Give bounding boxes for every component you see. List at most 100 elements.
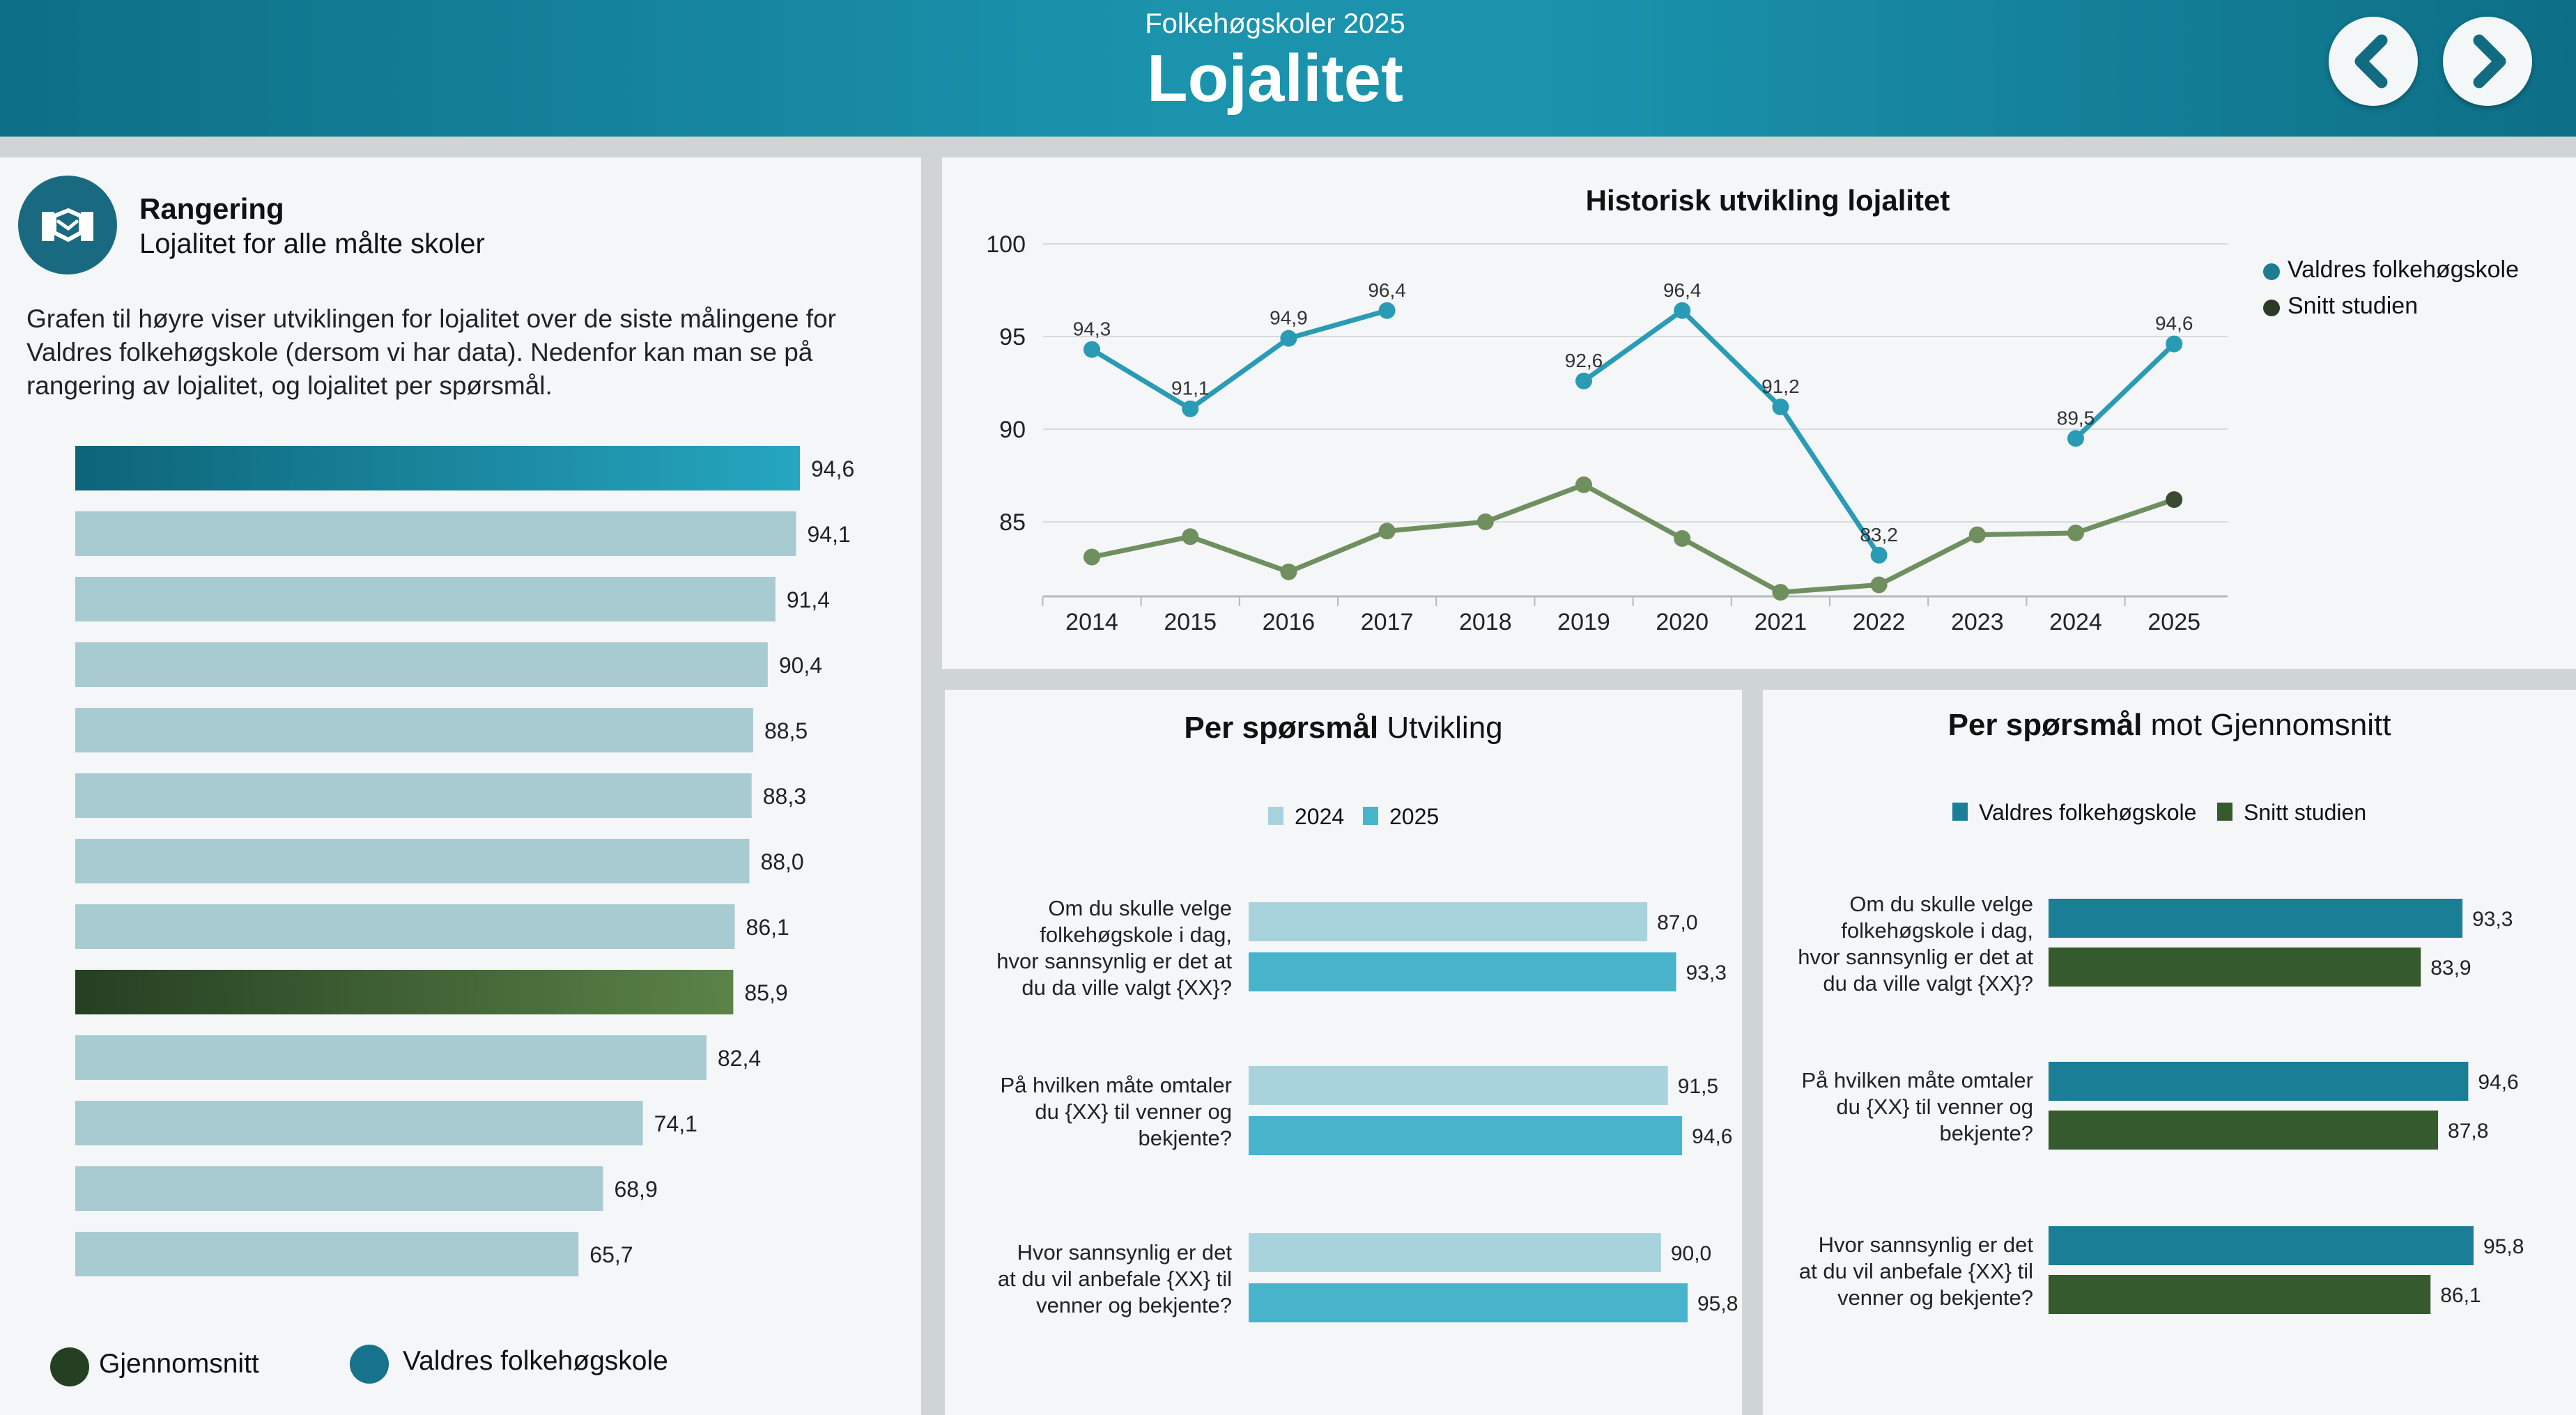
history-average-legend-label: Snitt studien: [2288, 293, 2419, 319]
average-point: [2067, 524, 2084, 541]
legend-2024-swatch: [1268, 807, 1283, 825]
ranking-bar-label: 90,4: [779, 653, 822, 678]
x-tick-label: 2019: [1557, 609, 1610, 635]
school-point-label: 91,2: [1761, 376, 1800, 397]
ranking-bar: [75, 577, 776, 621]
question-label: at du vil anbefale {XX} til: [998, 1267, 1232, 1291]
ranking-bar: [75, 1101, 643, 1145]
ranking-description: Grafen til høyre viser utviklingen for l…: [26, 304, 836, 400]
per-question-development-title: Per spørsmål Utvikling: [945, 711, 1742, 745]
question-bar-label: 94,6: [1692, 1125, 1732, 1148]
x-tick-label: 2017: [1361, 609, 1414, 635]
question-label: folkehøgskole i dag,: [1040, 922, 1232, 947]
question-label: venner og bekjente?: [1036, 1293, 1232, 1317]
ranking-bar-label: 94,6: [811, 456, 854, 481]
average-point: [1083, 548, 1100, 566]
question-bar-label: 90,0: [1671, 1242, 1711, 1265]
question-bar-label: 93,3: [2472, 908, 2513, 931]
question-label: Hvor sannsynlig er det: [1819, 1232, 2034, 1257]
question-label: bekjente?: [1139, 1126, 1232, 1150]
school-legend-label: Valdres folkehøgskole: [403, 1346, 668, 1376]
question-bar-label: 95,8: [1697, 1292, 1738, 1315]
ranking-bar-label: 82,4: [718, 1046, 761, 1071]
question-label: du {XX} til venner og: [1035, 1099, 1232, 1124]
question-bar-label: 83,9: [2430, 957, 2471, 980]
ranking-bar: [75, 446, 800, 490]
y-tick-label: 90: [999, 417, 1026, 443]
history-school-legend-label: Valdres folkehøgskole: [2288, 256, 2519, 283]
school-point: [1378, 302, 1396, 319]
question-label: På hvilken måte omtaler: [1000, 1073, 1232, 1097]
average-point: [1280, 563, 1297, 580]
legend-school-label: Valdres folkehøgskole: [1979, 800, 2197, 825]
school-series-line: [2074, 342, 2176, 440]
school-series-line: [1090, 308, 1388, 412]
question-label: venner og bekjente?: [1837, 1285, 2033, 1310]
question-bar-label: 91,5: [1678, 1075, 1718, 1098]
ranking-bar-label: 74,1: [654, 1111, 697, 1136]
average-point: [1674, 529, 1691, 547]
question-bar-label: 93,3: [1686, 961, 1727, 984]
history-panel: [942, 157, 2576, 669]
legend-2025-label: 2025: [1389, 804, 1440, 829]
average-series-line: [1091, 482, 2175, 595]
average-legend-dot: [50, 1347, 89, 1386]
question-bar: [1249, 1233, 1661, 1272]
question-label: Hvor sannsynlig er det: [1017, 1240, 1233, 1265]
question-bar: [1249, 1066, 1668, 1105]
ranking-bar-label: 88,0: [760, 849, 803, 874]
school-point-label: 92,6: [1565, 350, 1603, 371]
question-bar: [1249, 1283, 1688, 1322]
per-question-average-title-bold: Per spørsmål: [1948, 708, 2143, 742]
school-point-label: 83,2: [1860, 524, 1898, 546]
x-tick-label: 2023: [1951, 609, 2004, 635]
history-average-legend-dot: [2263, 300, 2280, 316]
ranking-heading: Rangering: [139, 192, 284, 225]
ranking-bar-label: 86,1: [746, 915, 789, 940]
school-series-line: [1582, 308, 1881, 557]
question-label: du {XX} til venner og: [1836, 1095, 2033, 1119]
chevron-left-icon: [2354, 34, 2388, 88]
x-tick-label: 2020: [1656, 609, 1709, 635]
question-bar-label: 95,8: [2483, 1235, 2524, 1258]
question-bar: [2049, 1226, 2474, 1265]
question-label: Om du skulle velge: [1048, 896, 1232, 920]
ranking-bar: [75, 904, 735, 949]
report-subtitle: Folkehøgskoler 2025: [1145, 8, 1405, 39]
prev-page-button[interactable]: [2329, 17, 2418, 106]
school-point: [1575, 372, 1592, 389]
question-label: du da ville valgt {XX}?: [1021, 975, 1232, 1000]
ranking-bar-label: 88,3: [763, 784, 806, 809]
average-point: [1772, 584, 1789, 601]
ranking-bar: [75, 773, 752, 818]
question-bar: [2049, 899, 2463, 938]
question-label: hvor sannsynlig er det at: [996, 949, 1232, 973]
question-label: at du vil anbefale {XX} til: [1799, 1259, 2033, 1283]
school-point-label: 94,9: [1270, 307, 1308, 329]
legend-2024-label: 2024: [1295, 804, 1345, 829]
average-point: [1575, 476, 1592, 493]
ranking-bar: [75, 642, 768, 687]
question-bar-label: 87,8: [2448, 1120, 2488, 1143]
question-bar: [1249, 952, 1676, 991]
question-label: hvor sannsynlig er det at: [1798, 945, 2033, 969]
legend-average-label: Snitt studien: [2244, 800, 2367, 825]
average-point: [1182, 528, 1199, 546]
question-bar-label: 94,6: [2478, 1071, 2518, 1094]
school-point: [1280, 330, 1297, 347]
page-title: Lojalitet: [1146, 41, 1403, 116]
header-bar: Folkehøgskoler 2025 Lojalitet: [0, 0, 2576, 137]
legend-2025-swatch: [1363, 807, 1378, 825]
school-point: [2166, 335, 2183, 353]
school-point-label: 91,1: [1171, 378, 1210, 399]
school-point-label: 96,4: [1368, 279, 1406, 301]
ranking-subheading: Lojalitet for alle målte skoler: [139, 229, 485, 259]
next-page-button[interactable]: [2443, 17, 2532, 106]
question-bar: [1249, 1116, 1683, 1155]
school-legend-dot: [350, 1345, 389, 1384]
school-point: [1870, 546, 1888, 564]
school-point: [2067, 430, 2084, 447]
history-school-legend-dot: [2263, 263, 2280, 280]
